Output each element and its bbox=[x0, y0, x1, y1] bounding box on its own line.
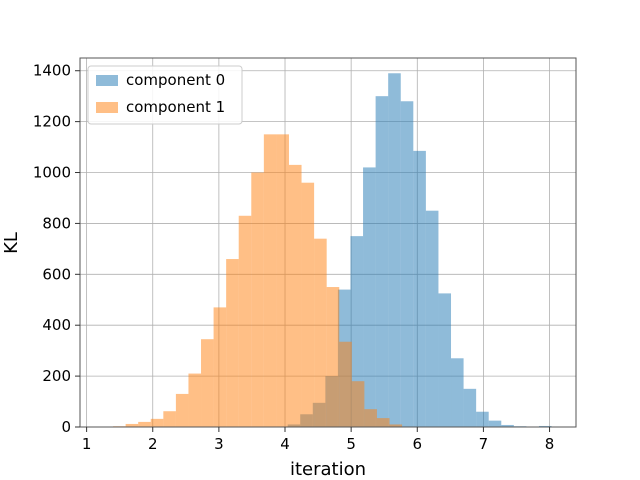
histogram-bar bbox=[251, 172, 264, 427]
legend-label: component 0 bbox=[126, 71, 225, 89]
histogram-bar bbox=[125, 423, 139, 427]
histogram-bar bbox=[425, 210, 439, 427]
histogram-bar bbox=[276, 134, 289, 427]
histogram-bars bbox=[113, 73, 552, 427]
x-tick-label: 1 bbox=[82, 435, 92, 453]
y-tick-label: 800 bbox=[42, 214, 71, 232]
y-tick-label: 0 bbox=[61, 418, 71, 436]
histogram-bar bbox=[463, 388, 477, 427]
plot-frame bbox=[79, 57, 577, 428]
x-axis-label: iteration bbox=[290, 459, 366, 480]
histogram-bar bbox=[476, 411, 489, 427]
y-axis-label: KL bbox=[1, 232, 22, 254]
histogram-bar bbox=[326, 287, 340, 427]
histogram-bar bbox=[314, 238, 327, 427]
x-tick-label: 7 bbox=[479, 435, 489, 453]
legend-swatch bbox=[96, 102, 118, 113]
histogram-bar bbox=[301, 182, 315, 427]
histogram-bar bbox=[350, 236, 364, 427]
histogram-bar bbox=[364, 409, 377, 427]
histogram-bar bbox=[138, 421, 151, 427]
histogram-bar bbox=[400, 101, 414, 427]
histogram-bar bbox=[438, 293, 452, 427]
histogram-bar bbox=[226, 259, 239, 427]
histogram-bar bbox=[351, 381, 365, 427]
y-tick-label: 1400 bbox=[33, 62, 71, 80]
histogram-bar bbox=[201, 339, 214, 427]
histogram-bar bbox=[288, 164, 302, 427]
histogram-bar bbox=[339, 341, 352, 427]
x-tick-label: 3 bbox=[214, 435, 224, 453]
histogram-bar bbox=[451, 358, 464, 427]
x-tick-label: 5 bbox=[346, 435, 356, 453]
histogram-bar bbox=[413, 150, 426, 427]
histogram-bar bbox=[363, 167, 376, 427]
legend: component 0 component 1 bbox=[87, 65, 243, 125]
histogram-bar bbox=[188, 373, 202, 427]
x-tick-label: 8 bbox=[545, 435, 555, 453]
y-tick-label: 400 bbox=[42, 316, 71, 334]
histogram-bar bbox=[375, 96, 389, 427]
histogram-bar bbox=[263, 134, 277, 427]
histogram-bar bbox=[501, 424, 514, 427]
histogram-bar bbox=[538, 425, 552, 427]
y-tick-label: 1000 bbox=[33, 164, 71, 182]
y-axis-ticks: 0 200 400 600 800 1000 1200 1400 bbox=[33, 62, 80, 436]
x-tick-label: 6 bbox=[413, 435, 423, 453]
y-tick-label: 200 bbox=[42, 367, 71, 385]
legend-label: component 1 bbox=[126, 98, 225, 116]
x-tick-label: 4 bbox=[280, 435, 290, 453]
histogram-bar bbox=[488, 420, 502, 427]
legend-swatch bbox=[96, 75, 118, 86]
histogram-bar bbox=[238, 215, 252, 427]
y-tick-label: 1200 bbox=[33, 113, 71, 131]
histogram-bar bbox=[175, 393, 189, 427]
histogram-bar bbox=[388, 73, 401, 427]
histogram-bar bbox=[163, 411, 176, 427]
histogram-bar bbox=[213, 307, 227, 427]
legend-box bbox=[87, 65, 243, 125]
series-1-bars bbox=[113, 134, 415, 427]
histogram-bar bbox=[150, 418, 164, 427]
x-tick-label: 2 bbox=[148, 435, 158, 453]
histogram-bar bbox=[376, 418, 390, 427]
x-axis-ticks: 1 2 3 4 5 6 7 8 bbox=[82, 427, 554, 453]
y-tick-label: 600 bbox=[42, 265, 71, 283]
histogram-bar bbox=[389, 424, 403, 427]
